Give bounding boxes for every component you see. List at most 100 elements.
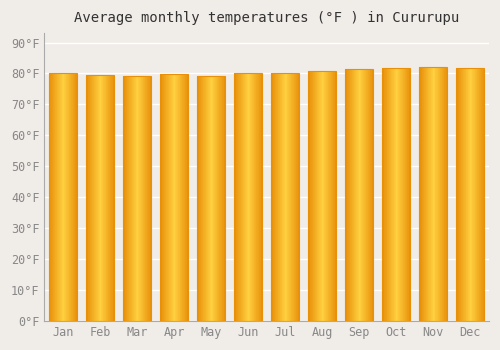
Bar	[309, 71, 310, 321]
Bar	[182, 74, 184, 321]
Title: Average monthly temperatures (°F ) in Cururupu: Average monthly temperatures (°F ) in Cu…	[74, 11, 460, 25]
Bar	[255, 74, 256, 321]
Bar	[177, 74, 178, 321]
Bar	[91, 75, 92, 321]
Bar	[139, 76, 140, 321]
Bar	[474, 68, 476, 321]
Bar	[98, 75, 100, 321]
Bar	[364, 69, 365, 321]
Bar	[272, 73, 299, 321]
Bar	[353, 69, 354, 321]
Bar	[137, 76, 138, 321]
Bar	[56, 73, 57, 321]
Bar	[290, 73, 291, 321]
Bar	[360, 69, 361, 321]
Bar	[180, 74, 181, 321]
Bar	[332, 71, 334, 321]
Bar	[252, 74, 253, 321]
Bar	[323, 71, 324, 321]
Bar	[284, 73, 286, 321]
Bar	[432, 67, 433, 321]
Bar	[425, 67, 426, 321]
Bar	[242, 74, 244, 321]
Bar	[179, 74, 180, 321]
Bar	[126, 76, 128, 321]
Bar	[334, 71, 335, 321]
Bar	[296, 73, 297, 321]
Bar	[72, 73, 73, 321]
Bar	[394, 68, 395, 321]
Bar	[126, 76, 127, 321]
Bar	[422, 67, 423, 321]
Bar	[162, 74, 163, 321]
Bar	[133, 76, 134, 321]
Bar	[197, 76, 198, 321]
Bar	[316, 71, 318, 321]
Bar	[65, 73, 66, 321]
Bar	[69, 73, 70, 321]
Bar	[406, 68, 408, 321]
Bar	[370, 69, 372, 321]
Bar	[146, 76, 147, 321]
Bar	[409, 68, 410, 321]
Bar	[428, 67, 430, 321]
Bar	[168, 74, 170, 321]
Bar	[360, 69, 362, 321]
Bar	[49, 73, 77, 321]
Bar	[134, 76, 135, 321]
Bar	[346, 69, 347, 321]
Bar	[357, 69, 358, 321]
Bar	[384, 68, 386, 321]
Bar	[170, 74, 172, 321]
Bar	[172, 74, 174, 321]
Bar	[456, 68, 484, 321]
Bar	[294, 73, 295, 321]
Bar	[60, 73, 61, 321]
Bar	[96, 75, 98, 321]
Bar	[327, 71, 328, 321]
Bar	[466, 68, 467, 321]
Bar	[288, 73, 289, 321]
Bar	[434, 67, 435, 321]
Bar	[390, 68, 391, 321]
Bar	[365, 69, 366, 321]
Bar	[321, 71, 322, 321]
Bar	[76, 73, 77, 321]
Bar	[350, 69, 351, 321]
Bar	[181, 74, 182, 321]
Bar	[89, 75, 90, 321]
Bar	[446, 67, 448, 321]
Bar	[140, 76, 141, 321]
Bar	[234, 74, 262, 321]
Bar	[209, 76, 210, 321]
Bar	[246, 74, 247, 321]
Bar	[248, 74, 249, 321]
Bar	[478, 68, 479, 321]
Bar	[98, 75, 99, 321]
Bar	[372, 69, 374, 321]
Bar	[104, 75, 105, 321]
Bar	[440, 67, 441, 321]
Bar	[445, 67, 446, 321]
Bar	[132, 76, 133, 321]
Bar	[63, 73, 64, 321]
Bar	[462, 68, 464, 321]
Bar	[167, 74, 168, 321]
Bar	[130, 76, 131, 321]
Bar	[102, 75, 103, 321]
Bar	[328, 71, 330, 321]
Bar	[442, 67, 443, 321]
Bar	[356, 69, 358, 321]
Bar	[52, 73, 54, 321]
Bar	[238, 74, 240, 321]
Bar	[160, 74, 161, 321]
Bar	[110, 75, 112, 321]
Bar	[316, 71, 317, 321]
Bar	[457, 68, 458, 321]
Bar	[482, 68, 483, 321]
Bar	[358, 69, 359, 321]
Bar	[386, 68, 387, 321]
Bar	[434, 67, 436, 321]
Bar	[444, 67, 446, 321]
Bar	[480, 68, 481, 321]
